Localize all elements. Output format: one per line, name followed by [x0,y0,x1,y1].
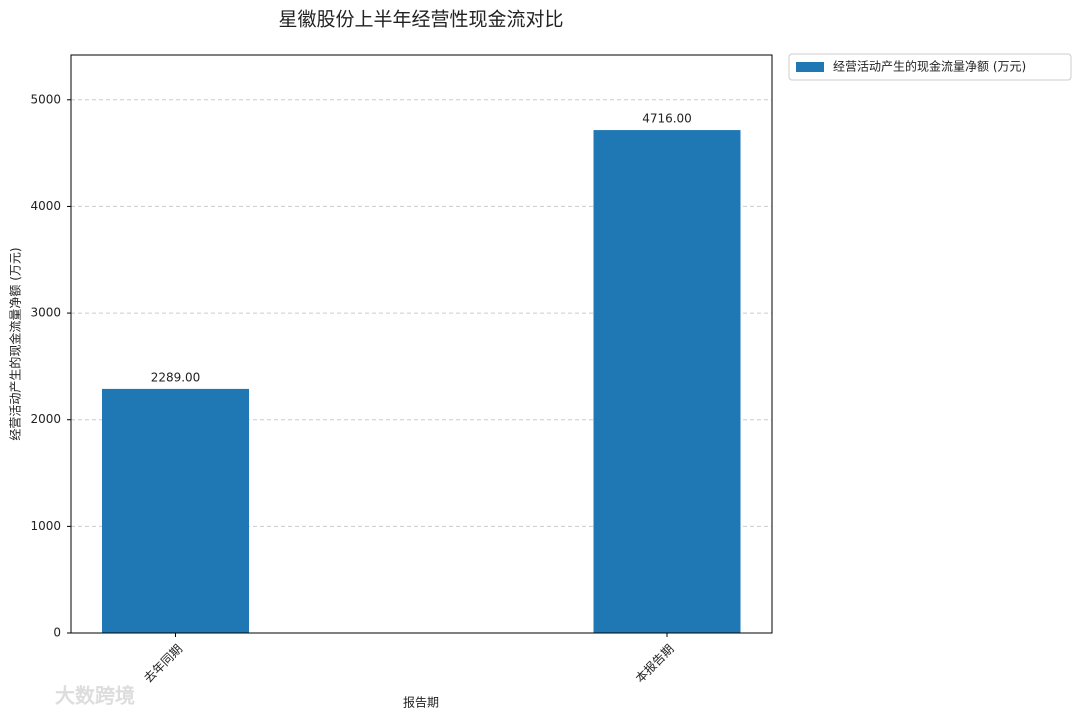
y-tick-label: 3000 [30,306,61,320]
value-label: 2289.00 [151,370,201,384]
bar [593,130,741,633]
plot-frame [70,54,773,634]
bar [102,388,249,633]
y-tick-label: 1000 [30,519,61,533]
y-axis-label: 经营活动产生的现金流量净额 (万元) [8,247,23,440]
legend-box [788,53,1072,81]
value-label: 4716.00 [642,112,692,126]
y-tick-label: 2000 [30,412,61,426]
chart-title: 星徽股份上半年经营性现金流对比 [278,9,563,31]
x-tick-label: 去年同期 [141,642,185,686]
y-tick-label: 4000 [30,199,61,213]
legend-label: 经营活动产生的现金流量净额 (万元) [833,59,1026,74]
y-tick-label: 0 [53,626,61,640]
watermark: 大数跨境 [55,684,135,708]
x-axis-label: 报告期 [403,695,439,710]
y-tick-label: 5000 [30,92,61,106]
x-tick-label: 本报告期 [632,641,677,686]
legend-swatch [796,62,824,72]
